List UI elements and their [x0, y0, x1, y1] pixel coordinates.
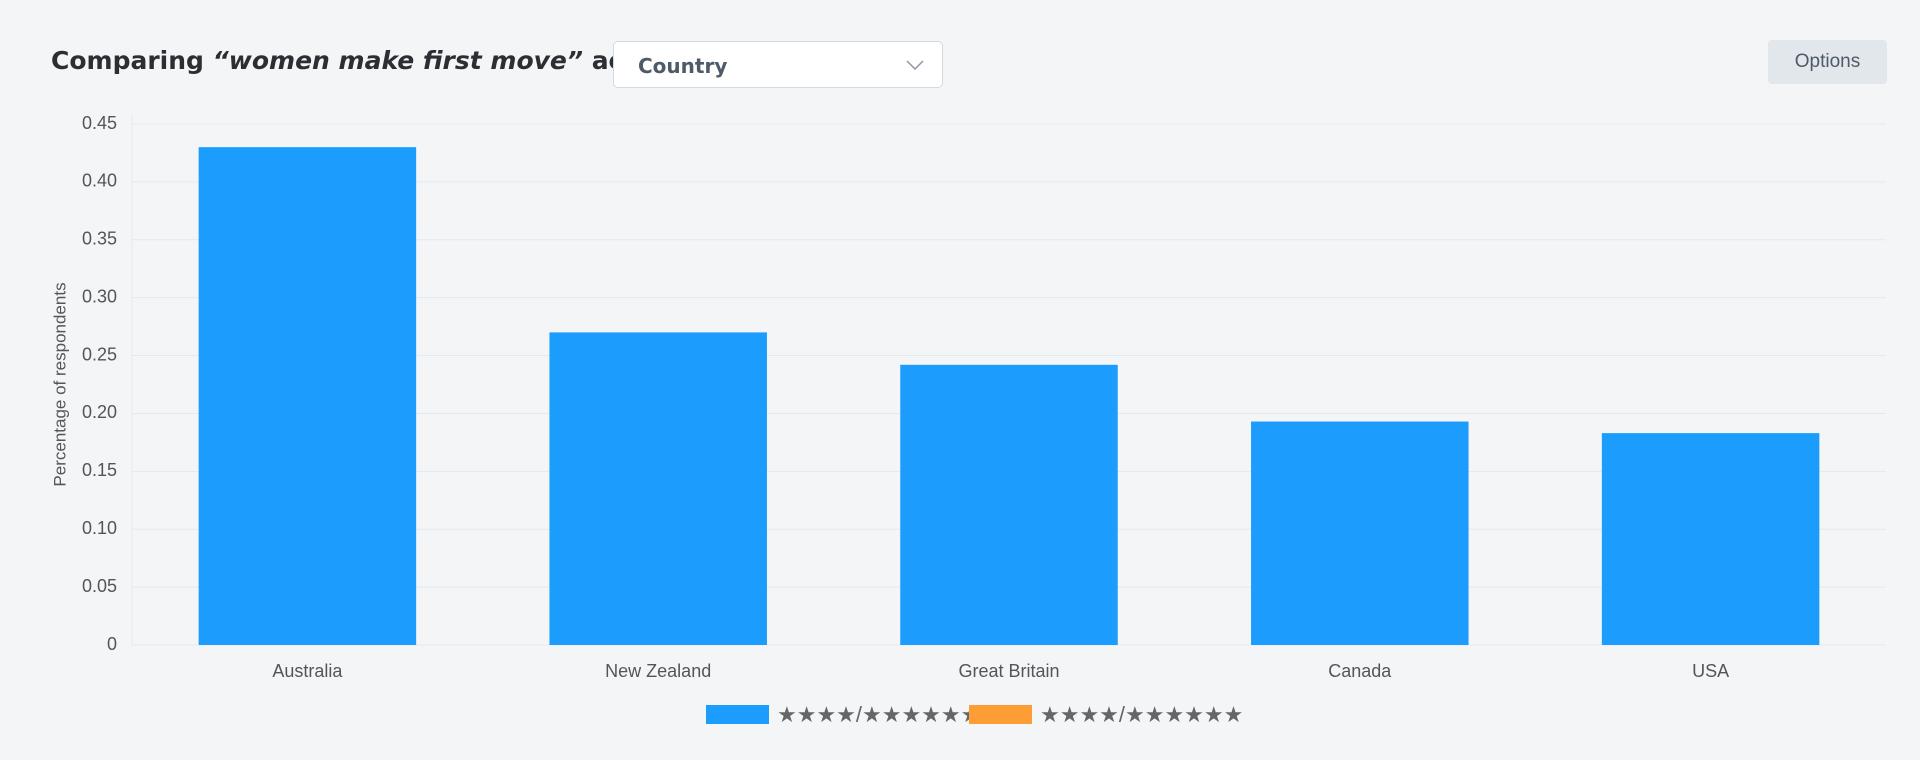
y-tick-label: 0.20	[82, 402, 117, 422]
bar	[198, 147, 417, 645]
legend-swatch	[706, 705, 769, 724]
bar	[1601, 433, 1820, 645]
x-tick-label: Great Britain	[958, 661, 1059, 681]
options-button[interactable]: Options	[1768, 40, 1887, 84]
dropdown[interactable]: Country	[613, 41, 943, 88]
title-start: Comparing	[51, 46, 204, 75]
legend-label: ★★★★/★★★★★★	[777, 702, 980, 727]
x-tick-label: Canada	[1328, 661, 1392, 681]
y-tick-label: 0.30	[82, 286, 117, 306]
title-emphasis: “women make first move”	[212, 46, 583, 75]
x-tick-label: New Zealand	[605, 661, 711, 681]
y-tick-label: 0.10	[82, 518, 117, 538]
legend-label: ★★★★/★★★★★★	[1040, 702, 1243, 727]
y-axis-label: Percentage of respondents	[50, 282, 69, 486]
y-tick-label: 0.45	[82, 113, 117, 133]
x-tick-label: USA	[1692, 661, 1729, 681]
title: Comparing “women make first move” across	[51, 46, 683, 75]
dropdown-value: Country	[638, 54, 728, 78]
bar	[900, 364, 1118, 645]
y-tick-label: 0	[107, 634, 117, 654]
x-tick-label: Australia	[272, 661, 343, 681]
y-tick-label: 0.40	[82, 171, 117, 191]
y-tick-label: 0.25	[82, 344, 117, 364]
y-tick-label: 0.05	[82, 576, 117, 596]
y-tick-label: 0.15	[82, 460, 117, 480]
legend-swatch	[969, 705, 1032, 724]
bar	[549, 332, 767, 645]
y-tick-label: 0.35	[82, 229, 117, 249]
chevron	[906, 60, 924, 71]
bar	[1251, 421, 1469, 645]
